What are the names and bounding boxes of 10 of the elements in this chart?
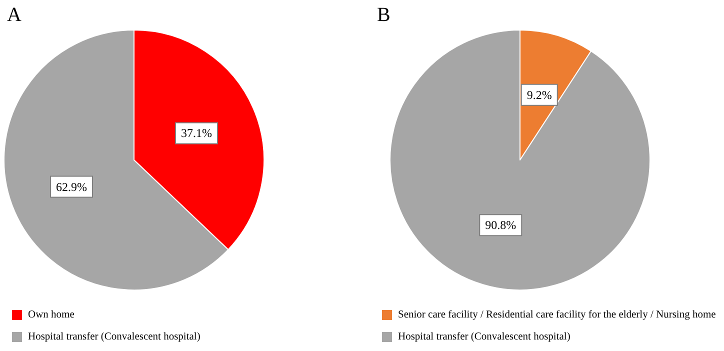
chart-title: A bbox=[7, 4, 22, 26]
data-label: 9.2% bbox=[526, 88, 552, 102]
data-label: 62.9% bbox=[56, 180, 88, 194]
legend-label: Hospital transfer (Convalescent hospital) bbox=[28, 332, 201, 342]
legend-label: Senior care facility / Residential care facility for the elderly / Nursing home bbox=[398, 310, 716, 320]
data-label: 37.1% bbox=[180, 126, 212, 140]
legend-label: Own home bbox=[28, 310, 75, 320]
chart-title: B bbox=[377, 4, 390, 26]
legend-label: Hospital transfer (Convalescent hospital) bbox=[398, 332, 571, 342]
data-label: 90.8% bbox=[485, 218, 516, 232]
